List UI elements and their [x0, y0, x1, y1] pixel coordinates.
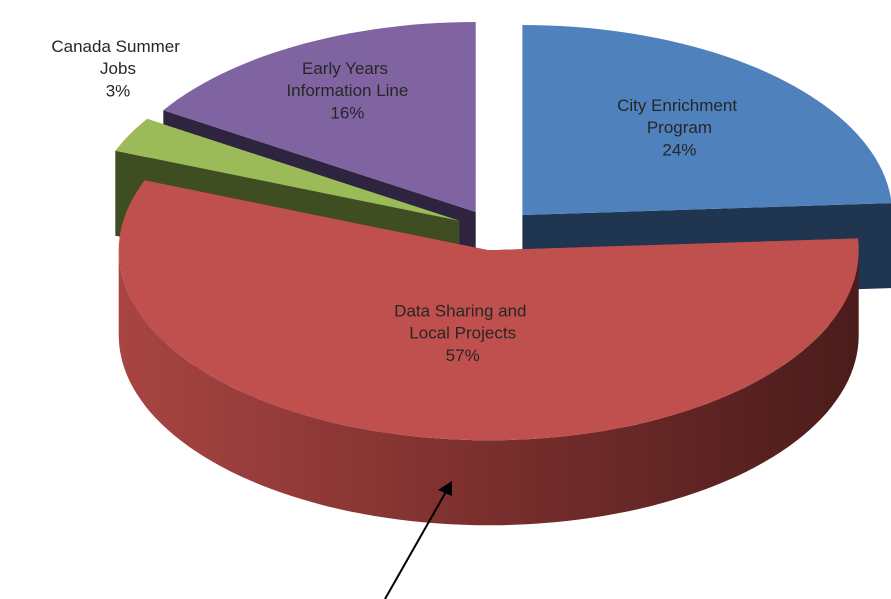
labels: City Enrichment Program 24% Data Sharing a…	[51, 37, 741, 365]
slice-value-label: 16%	[330, 104, 364, 123]
slice	[522, 25, 891, 215]
slice-label: City Enrichment Program	[617, 97, 742, 138]
slice-value-label: 57%	[446, 346, 480, 365]
slice-label: Early Years Information Line	[286, 60, 408, 101]
slice-label: Canada Summer Jobs	[51, 37, 184, 78]
arrow	[384, 481, 452, 599]
pie	[115, 22, 891, 526]
slice-value-label: 3%	[106, 81, 131, 100]
arrow-line	[384, 489, 448, 599]
arrow-head	[438, 481, 452, 496]
slice	[118, 180, 859, 441]
slice-label: Data Sharing and Local Projects	[394, 302, 531, 343]
slice	[115, 118, 460, 221]
slice-value-label: 24%	[662, 141, 696, 160]
slice-side	[118, 250, 859, 526]
slice	[163, 22, 476, 212]
